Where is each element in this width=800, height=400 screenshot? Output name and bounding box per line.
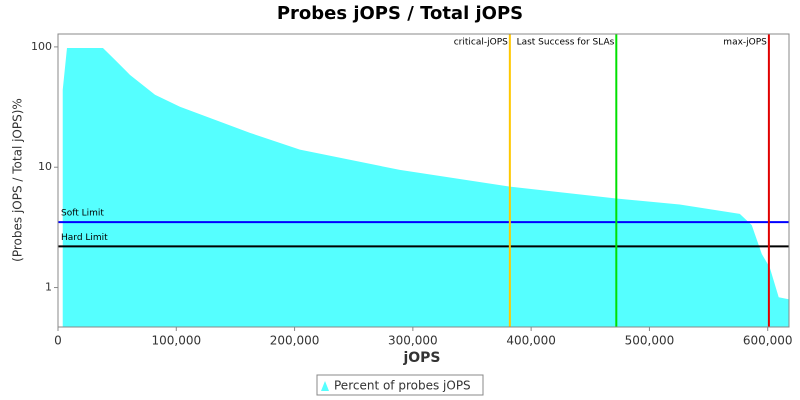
x-axis-label: jOPS <box>402 350 440 366</box>
h-marker-label: Soft Limit <box>61 209 104 219</box>
legend-label: Percent of probes jOPS <box>334 379 471 393</box>
legend <box>316 374 484 396</box>
area <box>62 47 789 327</box>
legend-items: Percent of probes jOPS <box>321 379 471 393</box>
v-marker-label: max-jOPS <box>723 38 767 48</box>
x-tick-label: 500,000 <box>625 334 675 348</box>
h-marker-label: Hard Limit <box>61 233 108 243</box>
y-axis-label: (Probes jOPS / Total jOPS)% <box>11 98 25 262</box>
x-tick-label: 100,000 <box>151 334 201 348</box>
chart-title: Probes jOPS / Total jOPS <box>277 3 523 24</box>
axes: 0 100,000 200,000 300,000 400,000 500,000 600,… <box>31 40 793 348</box>
x-tick-label: 300,000 <box>388 334 438 348</box>
y-tick-label: 100 <box>31 40 52 53</box>
x-tick-label: 0 <box>54 334 62 348</box>
v-marker-label: critical-jOPS <box>454 38 508 48</box>
x-tick-label: 200,000 <box>270 334 320 348</box>
y-tick-label: 10 <box>38 160 52 173</box>
x-tick-label: 600,000 <box>743 334 793 348</box>
v-marker-label: Last Success for SLAs <box>517 38 615 48</box>
plot-border <box>57 33 790 328</box>
plot-layer: Soft Limit Hard Limit critical-jOPS Last Su… <box>58 34 789 327</box>
x-tick-label: 400,000 <box>506 334 556 348</box>
y-tick-label: 1 <box>45 281 52 294</box>
legend-swatch <box>321 381 329 391</box>
